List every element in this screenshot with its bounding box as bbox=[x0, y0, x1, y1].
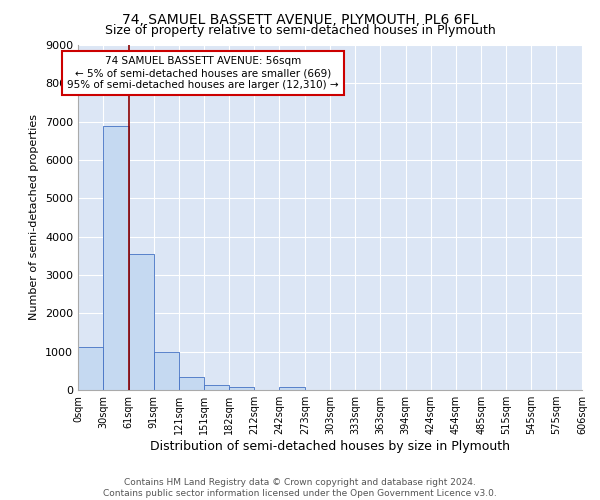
Text: 74, SAMUEL BASSETT AVENUE, PLYMOUTH, PL6 6FL: 74, SAMUEL BASSETT AVENUE, PLYMOUTH, PL6… bbox=[122, 12, 478, 26]
Text: 74 SAMUEL BASSETT AVENUE: 56sqm
← 5% of semi-detached houses are smaller (669)
9: 74 SAMUEL BASSETT AVENUE: 56sqm ← 5% of … bbox=[67, 56, 338, 90]
Y-axis label: Number of semi-detached properties: Number of semi-detached properties bbox=[29, 114, 40, 320]
Bar bbox=[103, 126, 129, 390]
Bar bbox=[203, 384, 229, 390]
Text: Size of property relative to semi-detached houses in Plymouth: Size of property relative to semi-detach… bbox=[104, 24, 496, 37]
Bar bbox=[229, 386, 254, 390]
Bar bbox=[154, 352, 179, 390]
Bar bbox=[179, 378, 203, 390]
Bar bbox=[279, 386, 305, 390]
Bar bbox=[78, 347, 103, 390]
X-axis label: Distribution of semi-detached houses by size in Plymouth: Distribution of semi-detached houses by … bbox=[150, 440, 510, 453]
Bar bbox=[129, 254, 154, 390]
Text: Contains HM Land Registry data © Crown copyright and database right 2024.
Contai: Contains HM Land Registry data © Crown c… bbox=[103, 478, 497, 498]
